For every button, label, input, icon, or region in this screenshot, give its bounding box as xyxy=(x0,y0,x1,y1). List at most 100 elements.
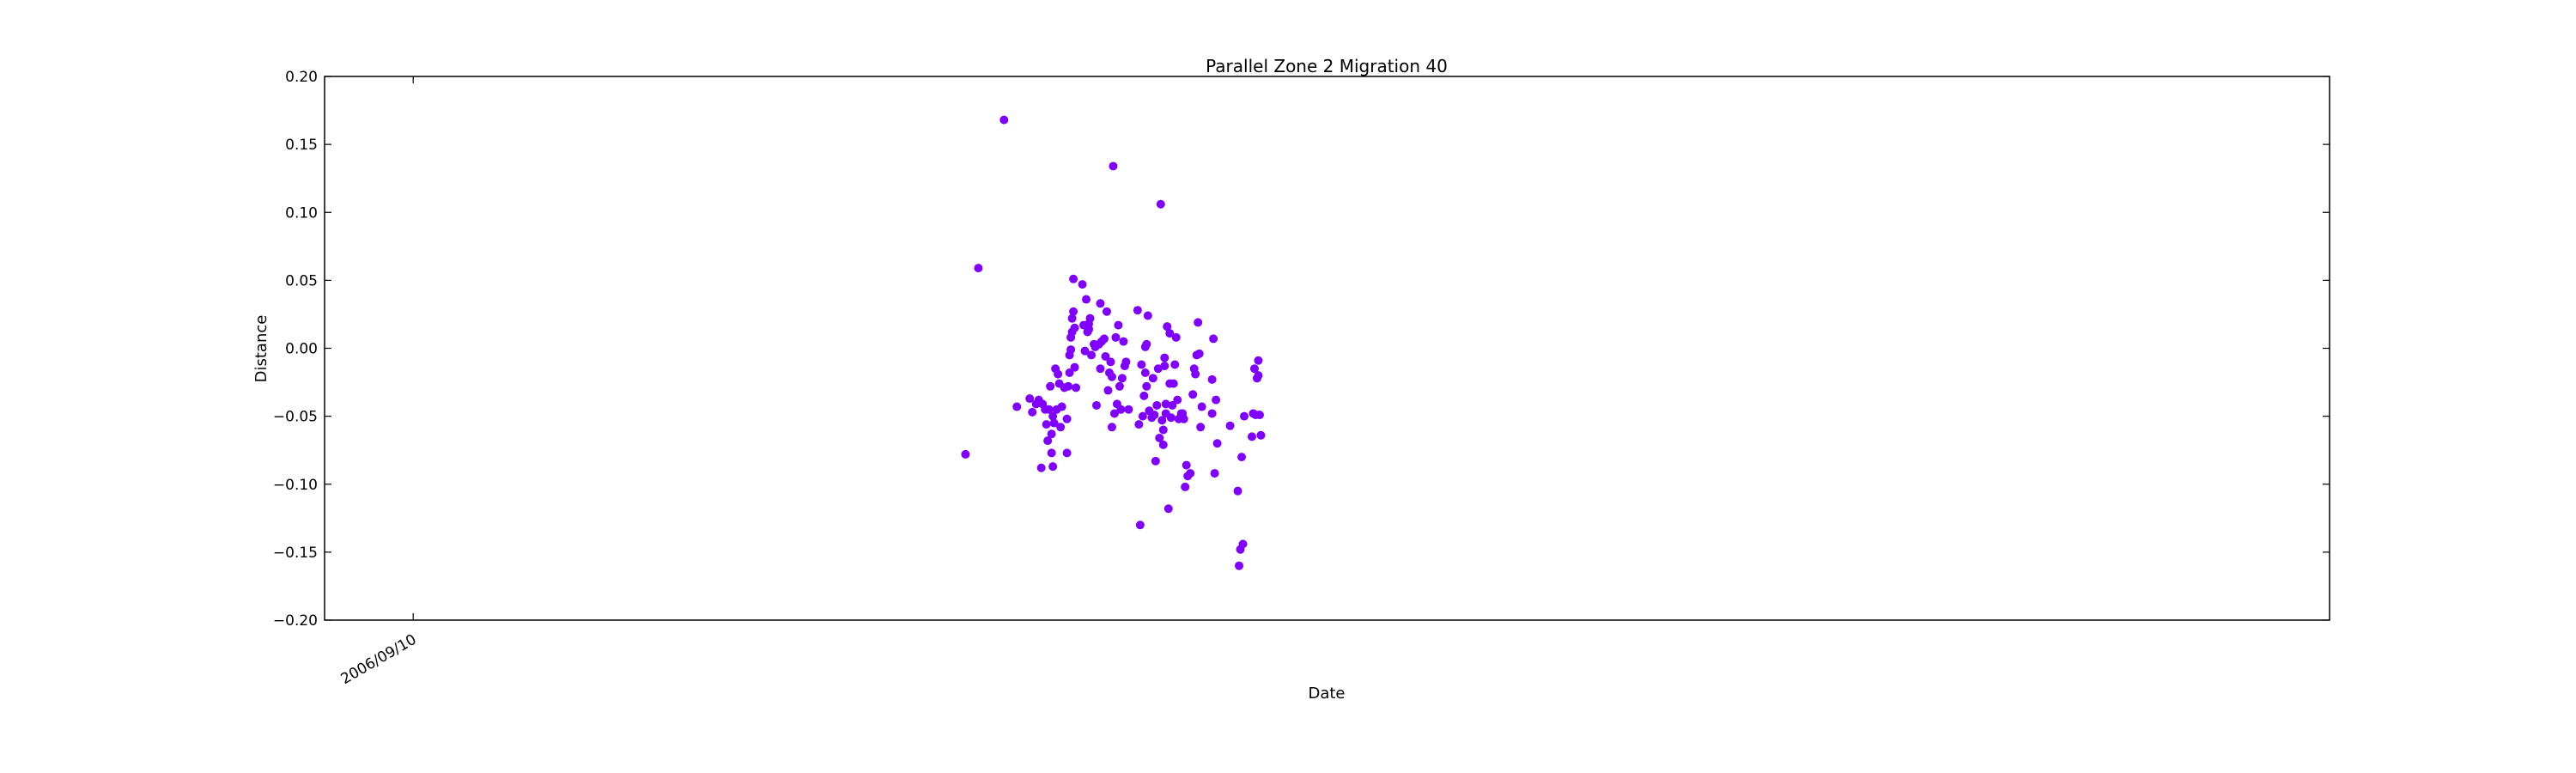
data-point xyxy=(1101,351,1110,361)
chart-title: Parallel Zone 2 Migration 40 xyxy=(1206,56,1448,76)
data-point xyxy=(1166,413,1176,423)
data-point xyxy=(1054,369,1063,379)
y-tick-label: −0.20 xyxy=(273,612,318,630)
data-point xyxy=(1111,332,1121,342)
data-point xyxy=(1028,407,1037,417)
data-point xyxy=(1107,423,1116,432)
data-point xyxy=(1150,411,1159,420)
data-point xyxy=(1107,372,1116,381)
data-point xyxy=(1140,368,1150,377)
data-point xyxy=(1194,318,1203,327)
data-point xyxy=(1049,418,1059,428)
data-point xyxy=(1047,429,1056,439)
data-point xyxy=(1191,369,1200,379)
data-point xyxy=(1091,400,1101,410)
data-point xyxy=(1042,420,1051,429)
data-point xyxy=(1168,400,1177,410)
data-point xyxy=(1109,161,1118,171)
data-point xyxy=(1048,462,1058,472)
data-point xyxy=(1067,313,1077,323)
y-tick-label: −0.10 xyxy=(273,477,318,494)
data-point xyxy=(1197,402,1206,411)
data-point xyxy=(1148,374,1157,383)
data-point xyxy=(1133,306,1142,315)
data-point xyxy=(1210,469,1219,478)
y-tick-label: 0.10 xyxy=(285,204,318,222)
plot-frame xyxy=(324,76,2330,621)
data-point xyxy=(1165,329,1175,338)
data-point xyxy=(1225,421,1235,430)
data-point xyxy=(1240,411,1249,421)
data-point xyxy=(1238,539,1248,549)
data-point xyxy=(1066,345,1076,355)
data-point xyxy=(1171,332,1181,342)
data-point xyxy=(1151,456,1160,466)
data-point xyxy=(1207,374,1217,384)
data-point xyxy=(1056,423,1066,432)
data-point xyxy=(1069,274,1078,283)
data-point xyxy=(1163,322,1172,332)
data-point xyxy=(1134,420,1144,429)
y-tick-label: 0.00 xyxy=(285,341,318,358)
data-point xyxy=(1047,448,1056,458)
data-point xyxy=(1155,433,1164,442)
data-point xyxy=(1212,439,1222,448)
data-point xyxy=(1103,386,1113,395)
data-point xyxy=(1135,520,1145,530)
data-point xyxy=(1254,371,1263,380)
data-point xyxy=(1078,280,1087,289)
data-point xyxy=(961,449,970,459)
data-point xyxy=(1235,561,1244,570)
data-point xyxy=(1237,453,1247,462)
data-point xyxy=(1115,381,1124,391)
data-point xyxy=(1082,295,1091,304)
data-point xyxy=(1062,448,1072,458)
y-tick-label: 0.05 xyxy=(285,272,318,289)
data-point xyxy=(1143,311,1152,320)
y-tick-label: 0.15 xyxy=(285,137,318,154)
data-point xyxy=(1158,425,1168,435)
data-point xyxy=(1099,334,1109,344)
data-point xyxy=(1096,364,1105,374)
data-point xyxy=(1044,405,1054,414)
data-point xyxy=(1160,353,1170,362)
data-point xyxy=(1142,339,1151,349)
data-point xyxy=(1158,440,1168,449)
data-point xyxy=(1102,307,1111,316)
data-point xyxy=(1173,395,1182,405)
data-point xyxy=(1249,364,1259,374)
data-point xyxy=(1161,399,1170,409)
data-point xyxy=(974,264,983,273)
data-point xyxy=(1117,374,1127,383)
data-point xyxy=(1069,307,1078,316)
data-point xyxy=(1109,409,1119,418)
data-point xyxy=(1138,411,1147,421)
data-point xyxy=(1194,349,1204,358)
data-point xyxy=(1096,299,1105,308)
data-point xyxy=(1169,379,1178,388)
data-point xyxy=(1256,430,1266,440)
y-tick-label: −0.15 xyxy=(273,545,318,562)
data-point xyxy=(1160,362,1170,371)
data-point xyxy=(1046,381,1055,391)
data-point xyxy=(1072,383,1081,393)
data-point xyxy=(1057,402,1066,411)
data-point xyxy=(1163,504,1173,514)
data-points xyxy=(961,115,1266,570)
data-point xyxy=(1025,394,1035,404)
data-point xyxy=(1114,320,1123,330)
data-point xyxy=(1247,432,1256,441)
data-point xyxy=(1012,402,1022,411)
data-point xyxy=(1106,357,1115,367)
data-point xyxy=(1043,436,1053,446)
data-point xyxy=(1137,360,1146,369)
data-point xyxy=(1170,360,1180,369)
data-point xyxy=(1254,356,1263,365)
y-tick-label: −0.05 xyxy=(273,409,318,426)
data-point xyxy=(1139,391,1149,400)
data-point xyxy=(1209,334,1218,344)
data-point xyxy=(1065,368,1074,377)
data-point xyxy=(999,115,1009,125)
